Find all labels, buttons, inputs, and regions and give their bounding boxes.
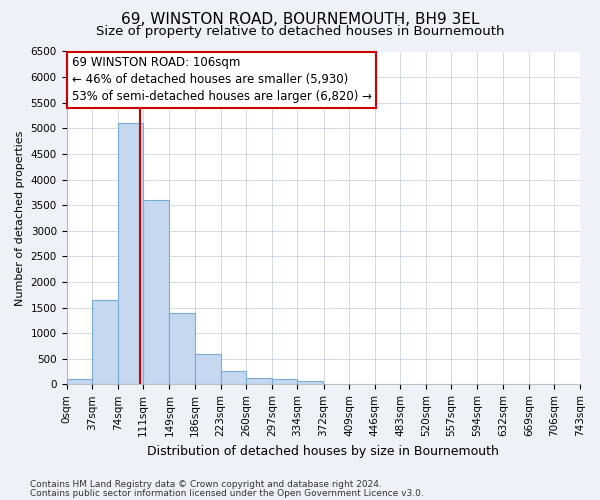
Y-axis label: Number of detached properties: Number of detached properties bbox=[15, 130, 25, 306]
Text: Size of property relative to detached houses in Bournemouth: Size of property relative to detached ho… bbox=[96, 25, 504, 38]
Bar bbox=[272, 379, 298, 384]
Bar bbox=[143, 200, 169, 384]
Bar bbox=[195, 354, 221, 384]
Bar bbox=[118, 123, 143, 384]
Text: 69, WINSTON ROAD, BOURNEMOUTH, BH9 3EL: 69, WINSTON ROAD, BOURNEMOUTH, BH9 3EL bbox=[121, 12, 479, 28]
Text: Contains public sector information licensed under the Open Government Licence v3: Contains public sector information licen… bbox=[30, 488, 424, 498]
Text: 69 WINSTON ROAD: 106sqm
← 46% of detached houses are smaller (5,930)
53% of semi: 69 WINSTON ROAD: 106sqm ← 46% of detache… bbox=[71, 56, 371, 104]
Bar bbox=[221, 371, 246, 384]
Bar bbox=[92, 300, 118, 384]
X-axis label: Distribution of detached houses by size in Bournemouth: Distribution of detached houses by size … bbox=[148, 444, 499, 458]
Bar bbox=[67, 379, 92, 384]
Bar bbox=[246, 378, 272, 384]
Bar bbox=[298, 380, 323, 384]
Bar bbox=[169, 312, 195, 384]
Text: Contains HM Land Registry data © Crown copyright and database right 2024.: Contains HM Land Registry data © Crown c… bbox=[30, 480, 382, 489]
